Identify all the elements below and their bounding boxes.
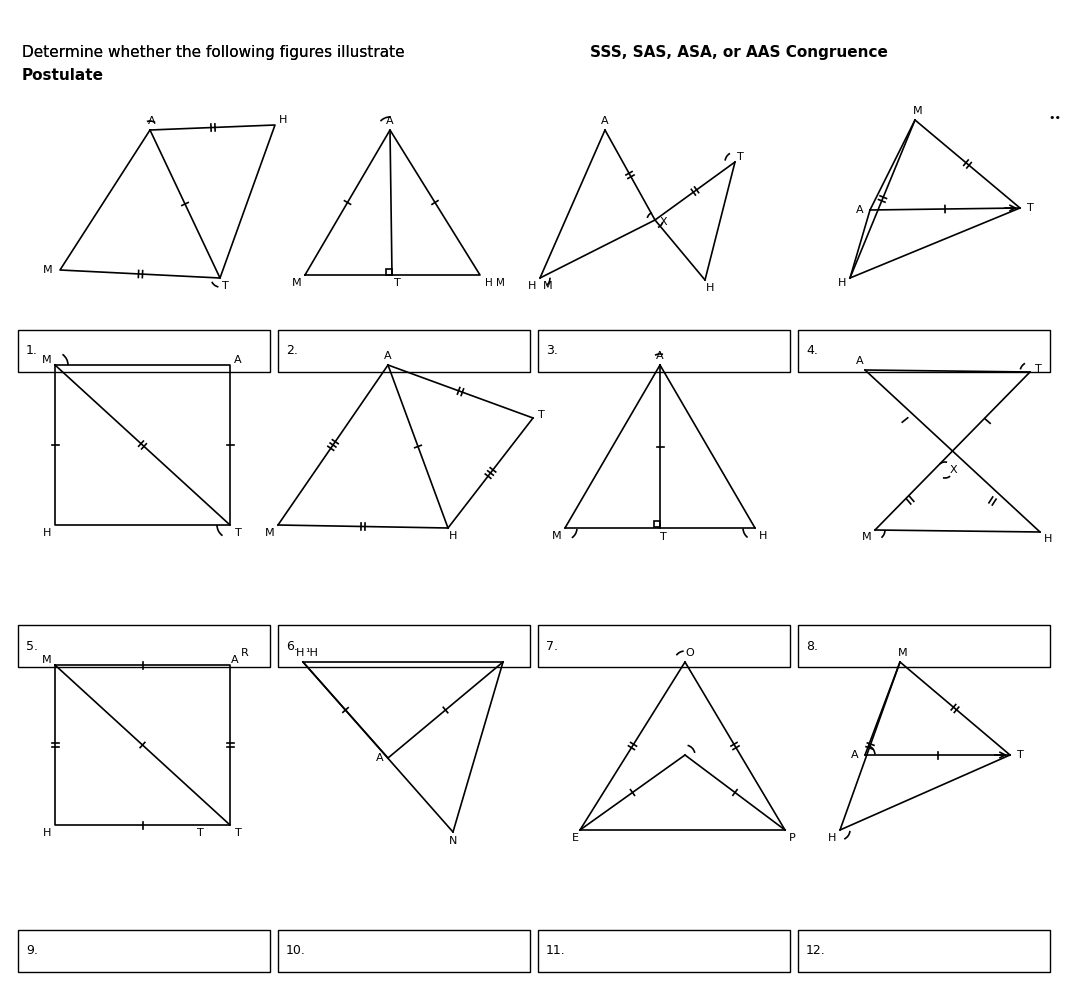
Text: H: H — [528, 281, 536, 291]
Text: X: X — [659, 217, 667, 227]
Text: 1.: 1. — [26, 345, 37, 358]
Text: R: R — [241, 648, 249, 658]
Text: 6.: 6. — [286, 639, 297, 652]
Bar — [278, 625, 530, 667]
Text: H: H — [1044, 534, 1052, 544]
Text: 4.: 4. — [806, 345, 817, 358]
Text: A: A — [856, 356, 863, 366]
Text: O: O — [686, 648, 694, 658]
Text: N: N — [448, 836, 457, 846]
Bar — [538, 625, 790, 667]
Text: SSS, SAS, ASA, or AAS Congruence: SSS, SAS, ASA, or AAS Congruence — [590, 45, 888, 60]
Text: 7.: 7. — [546, 639, 557, 652]
Text: H: H — [706, 283, 714, 293]
Text: Postulate: Postulate — [22, 68, 104, 83]
Text: P: P — [789, 833, 795, 843]
Text: H M: H M — [485, 278, 505, 288]
Text: T: T — [394, 278, 400, 288]
Text: 9.: 9. — [26, 944, 37, 957]
Text: T: T — [537, 410, 545, 420]
Bar — [278, 330, 530, 372]
Text: Determine whether the following figures illustrate: Determine whether the following figures … — [22, 45, 410, 60]
Text: M: M — [544, 281, 553, 291]
Text: T: T — [197, 828, 203, 838]
Text: 10.: 10. — [286, 944, 306, 957]
Text: ••: •• — [1048, 113, 1061, 123]
Text: 11.: 11. — [546, 944, 566, 957]
Text: M: M — [898, 648, 907, 658]
Bar — [278, 930, 530, 972]
Text: H: H — [759, 531, 767, 541]
Text: A: A — [231, 655, 239, 665]
Text: H: H — [828, 833, 836, 843]
Text: A: A — [384, 351, 392, 361]
Text: A: A — [601, 116, 609, 126]
Text: A: A — [148, 116, 156, 126]
Text: A: A — [377, 753, 384, 763]
Bar — [18, 330, 270, 372]
Text: X: X — [949, 465, 957, 475]
Text: A: A — [234, 355, 242, 365]
Text: T: T — [659, 532, 667, 542]
Text: T: T — [234, 828, 242, 838]
Text: H: H — [43, 828, 51, 838]
Text: A: A — [386, 116, 394, 126]
Bar — [18, 930, 270, 972]
Text: Determine whether the following figures illustrate SSS, SAS, ASA, or AAS Congrue: Determine whether the following figures … — [22, 45, 677, 60]
Bar — [18, 625, 270, 667]
Text: T: T — [736, 152, 744, 162]
Text: T: T — [1016, 750, 1023, 760]
Text: A: A — [852, 750, 859, 760]
Text: M: M — [42, 355, 51, 365]
Text: H: H — [295, 648, 304, 658]
Text: T: T — [1026, 203, 1034, 213]
Text: H: H — [448, 531, 457, 541]
Bar — [798, 930, 1050, 972]
Text: T: T — [1035, 364, 1041, 374]
Text: ¹H: ¹H — [305, 648, 318, 658]
Text: M: M — [42, 655, 51, 665]
Text: M: M — [862, 532, 872, 542]
Text: E: E — [571, 833, 579, 843]
Text: M: M — [43, 265, 52, 275]
Bar — [538, 330, 790, 372]
Text: M: M — [913, 106, 922, 116]
Text: M: M — [265, 528, 275, 538]
Text: H: H — [43, 528, 51, 538]
Text: A: A — [856, 205, 863, 215]
Bar — [538, 930, 790, 972]
Text: H: H — [279, 115, 287, 125]
Text: 12.: 12. — [806, 944, 826, 957]
Text: Determine whether the following figures illustrate: Determine whether the following figures … — [22, 45, 410, 60]
Text: H: H — [838, 278, 846, 288]
Text: 3.: 3. — [546, 345, 557, 358]
Text: 2.: 2. — [286, 345, 297, 358]
Text: T: T — [221, 281, 228, 291]
Text: M: M — [292, 278, 302, 288]
Bar — [798, 625, 1050, 667]
Text: 5.: 5. — [26, 639, 39, 652]
Bar — [798, 330, 1050, 372]
Text: A: A — [656, 351, 663, 361]
Text: M: M — [552, 531, 562, 541]
Text: 8.: 8. — [806, 639, 817, 652]
Text: T: T — [234, 528, 242, 538]
